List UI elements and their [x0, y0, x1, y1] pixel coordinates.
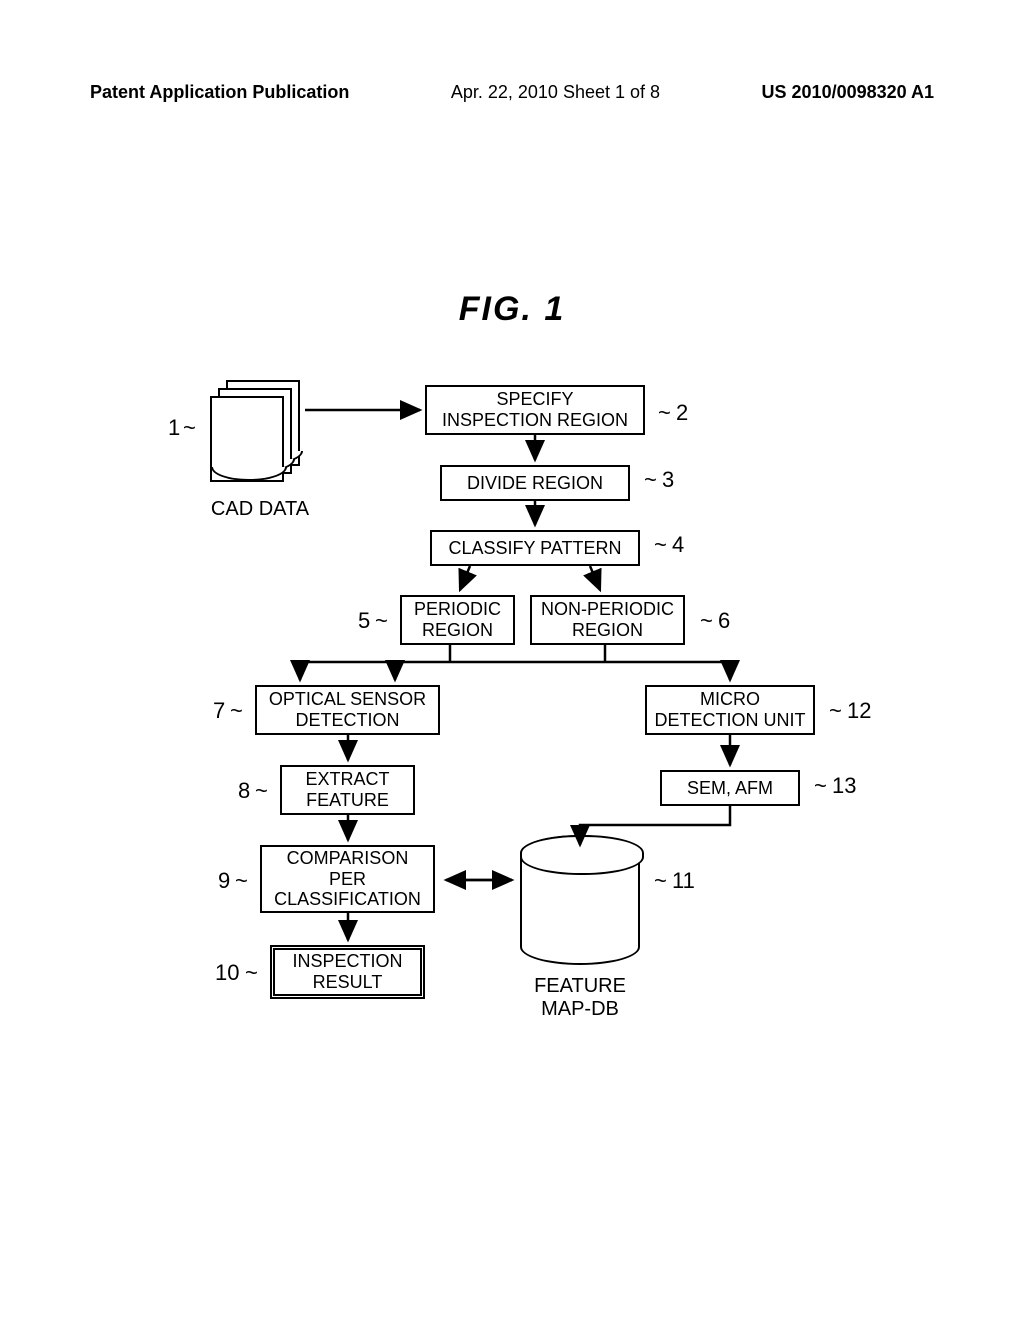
box-classify-pattern: CLASSIFY PATTERN — [430, 530, 640, 566]
ref-8: 8 — [238, 778, 250, 804]
ref-10: 10 — [215, 960, 239, 986]
ref-9: 9 — [218, 868, 230, 894]
tilde-8: ~ — [255, 778, 268, 804]
flowchart: CAD DATA 1 ~ SPECIFY INSPECTION REGION 2… — [150, 370, 870, 1030]
box-nonperiodic-region: NON-PERIODIC REGION — [530, 595, 685, 645]
cad-data-icon — [210, 380, 300, 480]
cad-data-label: CAD DATA — [205, 498, 315, 521]
tilde-10: ~ — [245, 960, 258, 986]
box-sem-afm: SEM, AFM — [660, 770, 800, 806]
tilde-5: ~ — [375, 608, 388, 634]
tilde-12: ~ — [829, 698, 842, 724]
box-periodic-region: PERIODIC REGION — [400, 595, 515, 645]
ref-2: 2 — [676, 400, 688, 426]
ref-11: 11 — [672, 868, 695, 894]
ref-4: 4 — [672, 532, 684, 558]
tilde-9: ~ — [235, 868, 248, 894]
tilde-2: ~ — [658, 400, 671, 426]
box-comparison: COMPARISON PER CLASSIFICATION — [260, 845, 435, 913]
tilde-4: ~ — [654, 532, 667, 558]
box-inspection-result: INSPECTION RESULT — [270, 945, 425, 999]
ref-6: 6 — [718, 608, 730, 634]
tilde-6: ~ — [700, 608, 713, 634]
tilde-1: ~ — [183, 415, 196, 441]
feature-map-db-label: FEATURE MAP-DB — [520, 975, 640, 1021]
ref-12: 12 — [847, 698, 871, 724]
page-header: Patent Application Publication Apr. 22, … — [0, 82, 1024, 103]
ref-5: 5 — [358, 608, 370, 634]
box-optical-sensor: OPTICAL SENSOR DETECTION — [255, 685, 440, 735]
figure-title: FIG. 1 — [0, 290, 1024, 329]
ref-3: 3 — [662, 467, 674, 493]
box-divide-region: DIVIDE REGION — [440, 465, 630, 501]
tilde-3: ~ — [644, 467, 657, 493]
box-extract-feature: EXTRACT FEATURE — [280, 765, 415, 815]
header-center: Apr. 22, 2010 Sheet 1 of 8 — [451, 82, 660, 103]
ref-7: 7 — [213, 698, 225, 724]
ref-1: 1 — [168, 415, 180, 441]
box-micro-detection: MICRO DETECTION UNIT — [645, 685, 815, 735]
tilde-13: ~ — [814, 773, 827, 799]
feature-map-db-icon — [520, 835, 640, 965]
box-specify-region: SPECIFY INSPECTION REGION — [425, 385, 645, 435]
header-right: US 2010/0098320 A1 — [762, 82, 934, 103]
tilde-7: ~ — [230, 698, 243, 724]
ref-13: 13 — [832, 773, 856, 799]
tilde-11: ~ — [654, 868, 667, 894]
header-left: Patent Application Publication — [90, 82, 349, 103]
